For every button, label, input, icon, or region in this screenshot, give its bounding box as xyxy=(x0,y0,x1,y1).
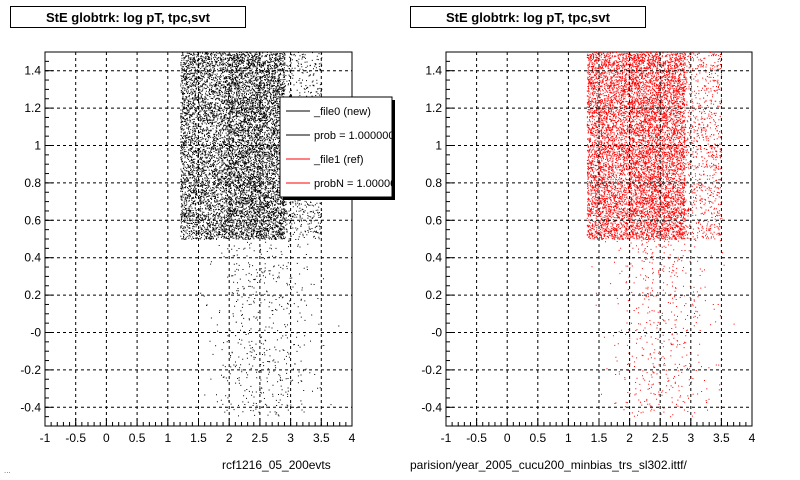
x-tick-label: -1 xyxy=(441,431,452,445)
y-tick-label: 1.2 xyxy=(24,101,41,115)
x-tick-label: 1 xyxy=(164,431,171,445)
left-footer-label: rcf1216_05_200evts xyxy=(222,458,331,472)
x-tick-label: -0.5 xyxy=(65,431,86,445)
y-tick-label: 0.6 xyxy=(425,213,442,227)
x-tick-label: 3.5 xyxy=(313,431,330,445)
right-footer-label: parision/year_2005_cucu200_minbias_trs_s… xyxy=(410,458,687,472)
y-tick-label: 0.8 xyxy=(24,176,41,190)
y-tick-label: 0.8 xyxy=(425,176,442,190)
y-tick-label: 1.2 xyxy=(425,101,442,115)
x-tick-label: 2.5 xyxy=(252,431,269,445)
x-tick-label: 1.5 xyxy=(190,431,207,445)
left-chart-title: StE globtrk: log pT, tpc,svt xyxy=(10,6,246,28)
y-tick-label: 1 xyxy=(34,139,41,153)
x-tick-label: 0 xyxy=(504,431,511,445)
y-tick-label: 1.4 xyxy=(24,64,41,78)
legend: _file0 (new) prob = 1.000000 _file1 (ref) p… xyxy=(279,96,402,200)
legend-entry-label: _file0 (new) xyxy=(313,106,371,118)
y-tick-label: 0.2 xyxy=(425,288,442,302)
legend-entry-label: _file1 (ref) xyxy=(313,154,364,166)
y-tick-label: -0 xyxy=(431,326,442,340)
x-tick-label: 3 xyxy=(287,431,294,445)
y-tick-label: 0.2 xyxy=(24,288,41,302)
legend-entry-label: probN = 1.000000 xyxy=(314,178,402,190)
x-tick-label: 3.5 xyxy=(713,431,730,445)
x-tick-label: 0.5 xyxy=(129,431,146,445)
y-tick-label: -0.4 xyxy=(421,400,442,414)
x-tick-label: 2 xyxy=(626,431,633,445)
x-tick-label: 0 xyxy=(103,431,110,445)
plot-area-0: -1 -0.5 0 0.5 1 1.5 2 2.5 3 3.5 4 -0.4 -0.2 -0 0.2 0.4 0… xyxy=(20,51,402,445)
y-tick-label: 0.6 xyxy=(24,213,41,227)
x-tick-label: 2 xyxy=(226,431,233,445)
x-tick-label: 4 xyxy=(749,431,756,445)
x-tick-label: 0.5 xyxy=(529,431,546,445)
x-tick-label: -0.5 xyxy=(466,431,487,445)
y-tick-label: 0.4 xyxy=(24,251,41,265)
y-tick-label: -0 xyxy=(30,326,41,340)
y-tick-label: -0.2 xyxy=(421,363,442,377)
y-tick-label: 1.4 xyxy=(425,64,442,78)
x-tick-label: 1 xyxy=(565,431,572,445)
y-tick-label: -0.2 xyxy=(20,363,41,377)
legend-entry-label: prob = 1.000000 xyxy=(314,130,394,142)
y-tick-label: 0.4 xyxy=(425,251,442,265)
x-tick-label: 1.5 xyxy=(591,431,608,445)
plot-area-1: -1 -0.5 0 0.5 1 1.5 2 2.5 3 3.5 4 -0.4 -0.2 -0 0.2 0.4 0… xyxy=(421,51,756,445)
corner-text: ... xyxy=(4,466,11,475)
right-chart-title: StE globtrk: log pT, tpc,svt xyxy=(410,6,646,28)
x-tick-label: -1 xyxy=(40,431,51,445)
x-tick-label: 4 xyxy=(349,431,356,445)
y-tick-label: -0.4 xyxy=(20,400,41,414)
x-tick-label: 2.5 xyxy=(652,431,669,445)
x-tick-label: 3 xyxy=(687,431,694,445)
y-tick-label: 1 xyxy=(435,139,442,153)
